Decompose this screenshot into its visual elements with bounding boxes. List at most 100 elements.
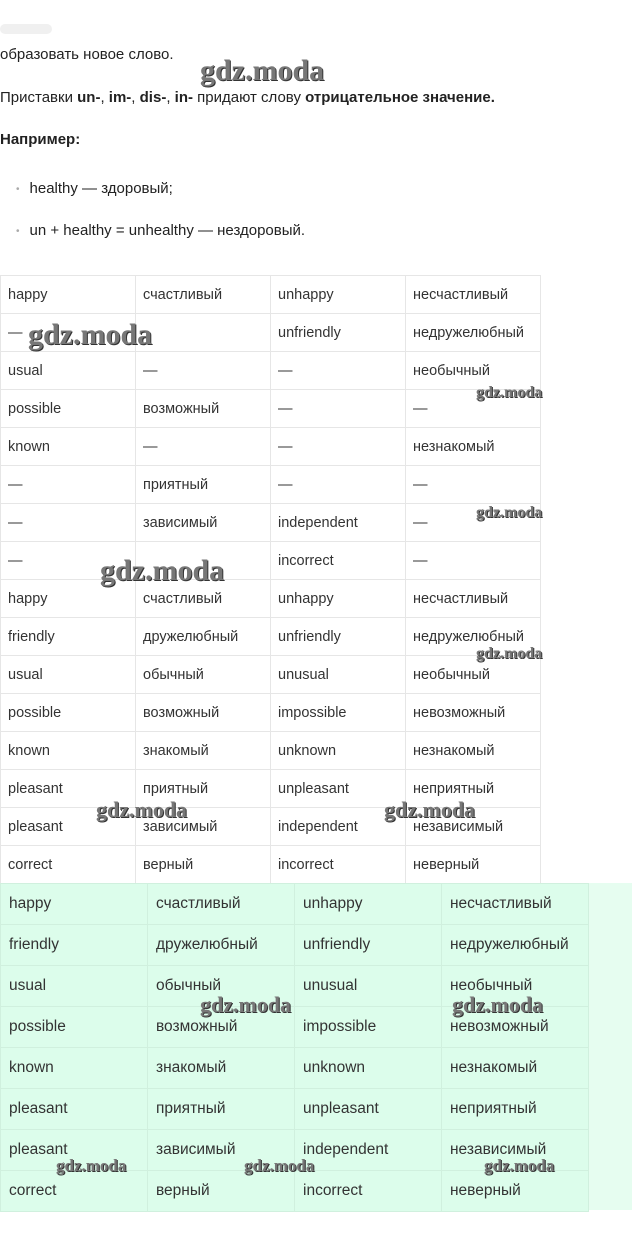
table-cell: — [270, 351, 406, 390]
table-cell: happy [0, 579, 136, 618]
table-cell: independent [294, 1129, 442, 1171]
table-row: pleasant зависимый independent независимый [0, 807, 541, 846]
table-cell: — [405, 465, 541, 504]
table-row: — приятный — — [0, 465, 541, 504]
table-cell: независимый [405, 807, 541, 846]
table-cell: — [405, 503, 541, 542]
table-cell [135, 541, 271, 580]
table-row: — зависимый independent — [0, 503, 541, 542]
table-cell: счастливый [135, 275, 271, 314]
table-cell: — [405, 389, 541, 428]
table-cell: недружелюбный [405, 313, 541, 352]
table-cell: необычный [405, 655, 541, 694]
table-row: known знакомый unknown незнакомый [0, 731, 541, 770]
table-cell: несчастливый [441, 883, 589, 925]
table-cell: impossible [294, 1006, 442, 1048]
table-cell: happy [0, 883, 148, 925]
table-cell: friendly [0, 924, 148, 966]
table-row: happy счастливый unhappy несчастливый [0, 275, 541, 314]
table-extension [584, 883, 632, 1210]
table-cell: знакомый [135, 731, 271, 770]
table-cell: unfriendly [270, 313, 406, 352]
table-cell: possible [0, 693, 136, 732]
table-cell: incorrect [270, 541, 406, 580]
table-cell: недружелюбный [441, 924, 589, 966]
table-cell: зависимый [135, 807, 271, 846]
table-cell: необычный [405, 351, 541, 390]
table-row: known — — незнакомый [0, 427, 541, 466]
table-cell: unknown [294, 1047, 442, 1089]
table-row: possible возможный — — [0, 389, 541, 428]
table-cell: незнакомый [405, 427, 541, 466]
table-cell: счастливый [135, 579, 271, 618]
table-row: pleasant приятный unpleasant неприятный [0, 769, 541, 808]
table-row: pleasant приятный unpleasant неприятный [0, 1088, 589, 1130]
table-cell: незнакомый [441, 1047, 589, 1089]
table-row: usual обычный unusual необычный [0, 965, 589, 1007]
tab-handle [0, 24, 52, 34]
table-cell: unpleasant [294, 1088, 442, 1130]
table-cell: — [135, 427, 271, 466]
table-row: — incorrect — [0, 541, 541, 580]
table-cell: unhappy [270, 275, 406, 314]
table-cell: friendly [0, 617, 136, 656]
table-cell: приятный [135, 769, 271, 808]
table-cell: зависимый [147, 1129, 295, 1171]
table-cell: — [135, 351, 271, 390]
table-cell: необычный [441, 965, 589, 1007]
table-cell: обычный [135, 655, 271, 694]
table-cell: pleasant [0, 769, 136, 808]
example-label: Например: [0, 131, 81, 148]
table-cell: независимый [441, 1129, 589, 1171]
table-cell: верный [147, 1170, 295, 1212]
table-cell: — [0, 313, 136, 352]
table-cell: дружелюбный [147, 924, 295, 966]
table-cell: незнакомый [405, 731, 541, 770]
table-cell: independent [270, 807, 406, 846]
table-row: correct верный incorrect неверный [0, 1170, 589, 1212]
table-cell: impossible [270, 693, 406, 732]
word-table-draft: happy счастливый unhappy несчастливый — unfri… [0, 275, 541, 884]
table-cell: incorrect [294, 1170, 442, 1212]
list-item: un + healthy = unhealthy — нездоровый. [16, 222, 306, 239]
table-cell: невозможный [405, 693, 541, 732]
table-cell: happy [0, 275, 136, 314]
table-cell: usual [0, 351, 136, 390]
table-cell: unhappy [270, 579, 406, 618]
table-row: pleasant зависимый independent независимый [0, 1129, 589, 1171]
table-cell: приятный [147, 1088, 295, 1130]
table-cell: счастливый [147, 883, 295, 925]
table-row: friendly дружелюбный unfriendly недружелюбн… [0, 617, 541, 656]
table-row: usual обычный unusual необычный [0, 655, 541, 694]
table-cell: pleasant [0, 1129, 148, 1171]
table-cell: неверный [405, 845, 541, 884]
table-cell: known [0, 1047, 148, 1089]
table-row: possible возможный impossible невозможный [0, 1006, 589, 1048]
table-cell: — [0, 503, 136, 542]
table-cell: possible [0, 389, 136, 428]
table-cell: correct [0, 845, 136, 884]
watermark: gdz.moda [200, 54, 325, 87]
prefix-text: Приставки un-, im-, dis-, in- придают сл… [0, 89, 495, 106]
table-cell: independent [270, 503, 406, 542]
table-row: known знакомый unknown незнакомый [0, 1047, 589, 1089]
table-cell: неприятный [405, 769, 541, 808]
table-cell: приятный [135, 465, 271, 504]
table-cell: знакомый [147, 1047, 295, 1089]
table-cell: possible [0, 1006, 148, 1048]
table-cell: usual [0, 965, 148, 1007]
table-cell: — [0, 541, 136, 580]
table-cell: known [0, 731, 136, 770]
table-cell: pleasant [0, 1088, 148, 1130]
table-row: correct верный incorrect неверный [0, 845, 541, 884]
table-cell: неприятный [441, 1088, 589, 1130]
table-cell: невозможный [441, 1006, 589, 1048]
table-cell: — [270, 389, 406, 428]
table-cell: unfriendly [270, 617, 406, 656]
table-cell: возможный [135, 389, 271, 428]
table-cell: несчастливый [405, 275, 541, 314]
word-table-final: happy счастливый unhappy несчастливый friend… [0, 883, 589, 1212]
table-cell: correct [0, 1170, 148, 1212]
table-cell: — [270, 427, 406, 466]
table-cell: — [405, 541, 541, 580]
